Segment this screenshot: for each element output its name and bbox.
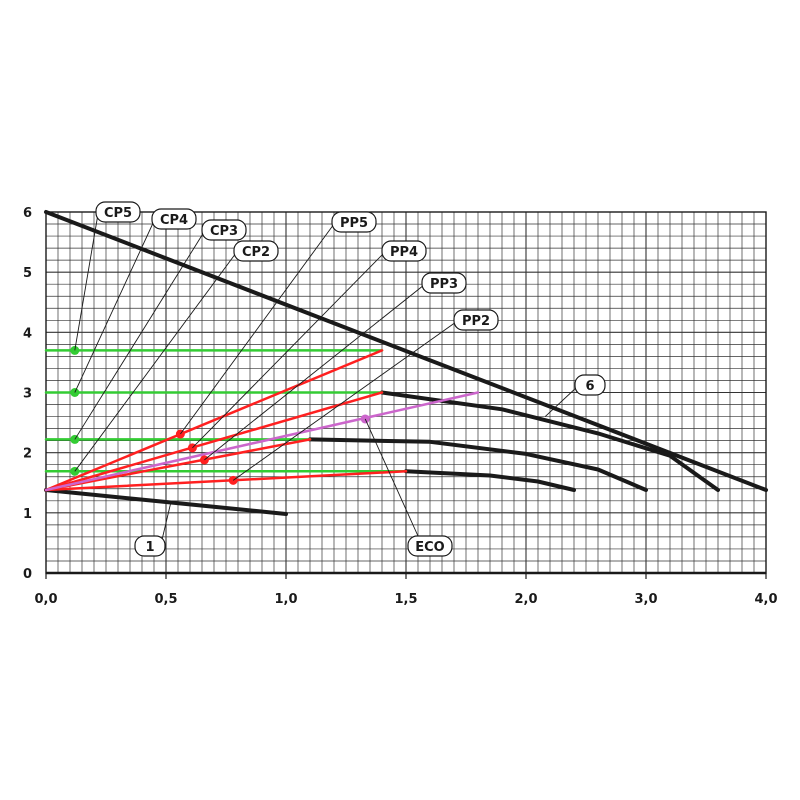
x-tick-label: 1,5 xyxy=(394,592,417,607)
callout-box xyxy=(134,535,166,557)
callout-leader xyxy=(74,252,237,472)
callout-box xyxy=(331,211,377,233)
callout-label: 1 xyxy=(145,540,154,555)
x-tick-label: 3,0 xyxy=(634,592,657,607)
series-line-eco xyxy=(44,391,480,492)
callout-label: CP4 xyxy=(160,213,188,228)
callout-leader xyxy=(232,321,457,481)
series-line xyxy=(308,437,648,492)
callout-label: PP4 xyxy=(390,245,418,260)
callout-box xyxy=(407,535,453,557)
y-tick-label: 4 xyxy=(23,326,32,341)
callout-leader xyxy=(74,213,99,351)
callout-label: CP2 xyxy=(242,245,270,260)
x-tick-label: 2,0 xyxy=(514,592,537,607)
series-line-1 xyxy=(44,488,288,516)
callout-leader xyxy=(544,386,578,417)
y-tick-label: 0 xyxy=(23,567,32,582)
x-tick-label: 0,0 xyxy=(34,592,57,607)
callout-label: CP5 xyxy=(104,206,132,221)
series-line xyxy=(380,390,720,492)
series-line-pp2 xyxy=(44,470,408,492)
y-tick-label: 6 xyxy=(23,206,32,221)
callout-label: 6 xyxy=(585,379,594,394)
series-lines xyxy=(44,210,768,516)
callout-label: PP3 xyxy=(430,277,458,292)
callout-label: PP5 xyxy=(340,216,368,231)
callout-leader xyxy=(180,223,335,435)
y-tick-label: 2 xyxy=(23,447,32,462)
series-line-pp3 xyxy=(44,438,312,492)
callout-box xyxy=(574,374,606,396)
series-line-6 xyxy=(44,210,768,492)
callout-box xyxy=(151,208,197,230)
x-tick-label: 0,5 xyxy=(154,592,177,607)
callout-box xyxy=(233,240,279,262)
callout-box xyxy=(95,201,141,223)
callout-box xyxy=(381,240,427,262)
callout-leader xyxy=(74,220,155,393)
callout-leader xyxy=(160,502,172,545)
callout-box xyxy=(453,309,499,331)
series-line xyxy=(404,469,576,492)
y-tick-label: 3 xyxy=(23,387,32,402)
callout-label: CP3 xyxy=(210,224,238,239)
callout-leader xyxy=(192,252,385,449)
y-tick-label: 1 xyxy=(23,507,32,522)
series-line-pp4 xyxy=(44,391,384,492)
series-line-pp5 xyxy=(44,349,384,492)
callout-box xyxy=(201,219,247,241)
callout-leader xyxy=(204,284,425,461)
callout-label: PP2 xyxy=(462,314,490,329)
callout-label: ECO xyxy=(415,540,444,555)
x-tick-label: 4,0 xyxy=(754,592,777,607)
callout-box xyxy=(421,272,467,294)
tick-labels: 0,0 0,5 1,0 1,5 2,0 3,0 4,0 0 1 2 3 4 5 6 xyxy=(23,206,778,607)
callout-leader xyxy=(364,418,419,537)
callouts: CP5 CP4 CP3 CP2 PP5 PP4 PP3 PP2 6 ECO 1 xyxy=(74,201,606,557)
callout-leader xyxy=(74,231,205,440)
y-tick-label: 5 xyxy=(23,266,32,281)
x-tick-label: 1,0 xyxy=(274,592,297,607)
